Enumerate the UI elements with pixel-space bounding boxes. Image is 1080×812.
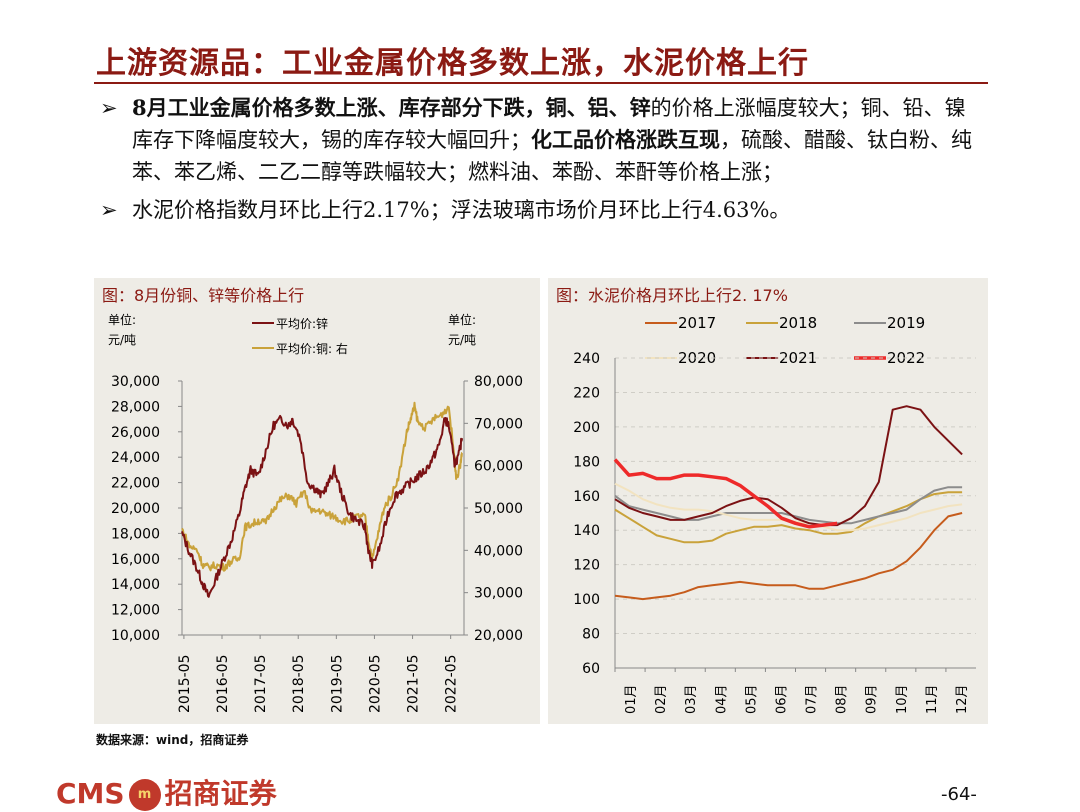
- legend-label-2021: 2021: [779, 349, 817, 367]
- legend-label-copper: 平均价:铜: 右: [276, 341, 348, 356]
- x-tick-label: 04月: [714, 684, 729, 714]
- left-tick-label: 14,000: [111, 577, 160, 593]
- x-tick-label: 09月: [865, 684, 880, 714]
- title-rule: [94, 82, 988, 84]
- x-tick-label: 10月: [895, 684, 910, 714]
- x-tick-label: 11月: [925, 684, 940, 714]
- series-line-2019: [614, 486, 963, 525]
- y-tick-label: 140: [573, 523, 600, 539]
- cement-chart-title: 图：水泥价格月环比上行2. 17%: [556, 286, 788, 305]
- right-tick-label: 20,000: [474, 628, 523, 644]
- y-tick-label: 180: [573, 454, 600, 470]
- bullet-2: ➢ 水泥价格指数月环比上行2.17%；浮法玻璃市场价月环比上行4.63%。: [100, 194, 980, 226]
- page-title: 上游资源品：工业金属价格多数上涨，水泥价格上行: [96, 46, 809, 81]
- bullet-arrow-icon: ➢: [100, 198, 118, 222]
- x-tick-label: 2017-05: [253, 655, 269, 714]
- left-tick-label: 24,000: [111, 450, 160, 466]
- left-tick-label: 16,000: [111, 552, 160, 568]
- x-tick-label: 01月: [624, 684, 639, 714]
- x-tick-label: 2018-05: [291, 655, 307, 714]
- page-number: -64-: [941, 784, 977, 805]
- legend-label-2018: 2018: [779, 314, 817, 332]
- bullet-1: ➢ 8月工业金属价格多数上涨、库存部分下跌，铜、铝、锌的价格上涨幅度较大；铜、铅、…: [100, 92, 980, 188]
- left-tick-label: 20,000: [111, 501, 160, 517]
- brand-name: 招商证券: [164, 777, 277, 810]
- chart-panel-metals: 图：8月份铜、锌等价格上行 单位: 元/吨 单位: 元/吨 平均价:锌平均价:铜: 右 3…: [94, 278, 540, 724]
- bullet-text: 水泥价格指数月环比上行2.17%；浮法玻璃市场价月环比上行4.63%。: [132, 198, 791, 222]
- chart-panel-cement: 图：水泥价格月环比上行2. 17% 2017 2018 2019 2020 2021 20…: [548, 278, 988, 724]
- x-tick-label: 02月: [654, 684, 669, 714]
- left-unit-label: 单位:: [108, 312, 136, 327]
- x-tick-label: 12月: [955, 684, 970, 714]
- series-zinc-line: [181, 414, 464, 598]
- right-tick-label: 60,000: [474, 459, 523, 475]
- left-unit-label: 元/吨: [108, 333, 136, 347]
- left-tick-label: 28,000: [111, 399, 160, 415]
- left-tick-label: 22,000: [111, 476, 160, 492]
- series-line-2021: [614, 405, 963, 527]
- bullet-text: ，硫酸、醋酸、钛白粉、纯苯、苯乙烯、二乙二醇等跌幅较大；燃料油、苯酚、苯酐等价格…: [132, 128, 972, 184]
- series-line-2022: [613, 458, 838, 529]
- left-tick-label: 10,000: [111, 628, 160, 644]
- legend-label-zinc: 平均价:锌: [276, 317, 328, 331]
- bullet-text: 8月工业金属价格多数上涨、库存部分下跌，铜、铝、锌: [132, 95, 651, 120]
- y-tick-label: 100: [573, 592, 600, 608]
- right-tick-label: 30,000: [474, 586, 523, 602]
- bullet-list: ➢ 8月工业金属价格多数上涨、库存部分下跌，铜、铝、锌的价格上涨幅度较大；铜、铅、…: [100, 92, 980, 232]
- x-tick-label: 07月: [805, 684, 820, 714]
- series-line-2018: [614, 491, 963, 544]
- legend-label-2019: 2019: [887, 314, 925, 332]
- cms-logo-icon: m: [128, 779, 161, 811]
- data-source: 数据来源：wind，招商证券: [96, 733, 249, 747]
- right-unit-label: 单位:: [448, 312, 476, 327]
- left-tick-label: 26,000: [111, 425, 160, 441]
- x-tick-label: 2019-05: [329, 655, 345, 714]
- right-tick-label: 50,000: [474, 501, 523, 517]
- right-unit-label: 元/吨: [448, 333, 476, 347]
- brand-latin: CMS: [56, 777, 125, 810]
- x-tick-label: 05月: [744, 684, 759, 714]
- bullet-text: 化工品价格涨跌互现: [531, 127, 720, 152]
- x-tick-label: 2022-05: [444, 655, 460, 714]
- metals-chart-title: 图：8月份铜、锌等价格上行: [102, 286, 305, 305]
- y-tick-label: 220: [573, 385, 600, 401]
- y-tick-label: 240: [573, 351, 600, 367]
- x-tick-label: 2021-05: [406, 655, 422, 714]
- x-tick-label: 2015-05: [177, 655, 193, 714]
- brand-logo: CMS m 招商证券: [56, 772, 277, 812]
- x-tick-label: 06月: [774, 684, 789, 714]
- x-tick-label: 08月: [835, 684, 850, 714]
- x-tick-label: 2020-05: [367, 655, 383, 714]
- left-tick-label: 30,000: [111, 374, 160, 390]
- series-copper-line: [181, 401, 463, 572]
- bullet-arrow-icon: ➢: [100, 96, 118, 120]
- left-tick-label: 18,000: [111, 526, 160, 542]
- y-tick-label: 200: [573, 420, 600, 436]
- y-tick-label: 80: [582, 627, 600, 643]
- y-tick-label: 160: [573, 489, 600, 505]
- legend-label-2017: 2017: [678, 314, 716, 332]
- x-tick-label: 03月: [684, 684, 699, 714]
- bullet-text: 的价格上涨幅度较大；铜、铅、镍库存下降幅度较大，锡的库存较大幅回升；: [132, 96, 966, 152]
- right-tick-label: 70,000: [474, 416, 523, 432]
- series-line-2017: [614, 512, 963, 601]
- x-tick-label: 2016-05: [215, 655, 231, 714]
- left-tick-label: 12,000: [111, 603, 160, 619]
- right-tick-label: 80,000: [474, 374, 523, 390]
- y-tick-label: 120: [573, 558, 600, 574]
- right-tick-label: 40,000: [474, 543, 523, 559]
- y-tick-label: 60: [582, 661, 600, 677]
